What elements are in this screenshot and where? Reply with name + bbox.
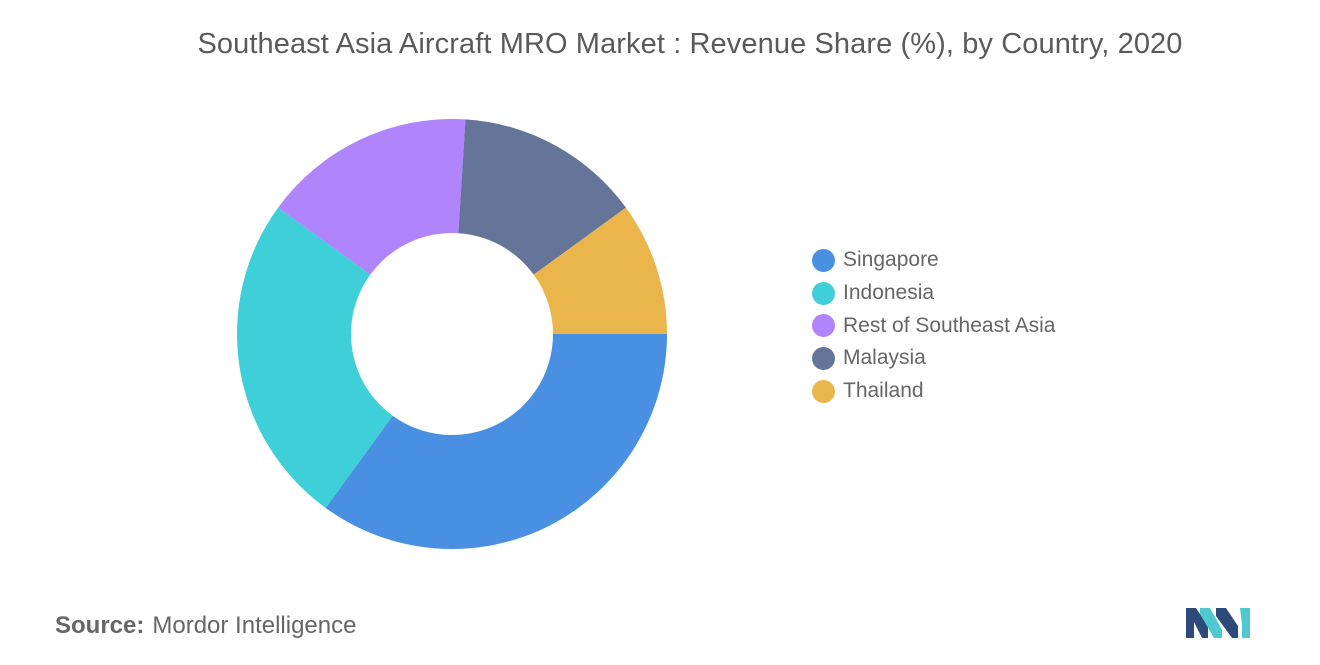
- source-label: Source:: [55, 612, 145, 639]
- donut-slice-indonesia: [236, 207, 393, 508]
- chart-legend: Singapore Indonesia Rest of Southeast Asia…: [812, 244, 1055, 407]
- mordor-intelligence-logo-icon: [1186, 604, 1250, 643]
- legend-label: Malaysia: [843, 346, 926, 370]
- donut-slice-malaysia: [458, 119, 626, 275]
- legend-label: Thailand: [843, 379, 924, 403]
- legend-item-thailand: Thailand: [812, 375, 1055, 408]
- donut-slice-singapore: [325, 334, 667, 550]
- legend-swatch: [812, 346, 835, 370]
- legend-label: Rest of Southeast Asia: [843, 313, 1056, 337]
- source-value: Mordor Intelligence: [152, 612, 357, 639]
- legend-label: Singapore: [843, 248, 939, 272]
- donut-slice-thailand: [533, 207, 667, 334]
- legend-item-singapore: Singapore: [812, 244, 1055, 277]
- donut-slice-rest-of-southeast-asia: [278, 119, 466, 275]
- chart-title: Southeast Asia Aircraft MRO Market : Rev…: [197, 28, 1183, 60]
- legend-swatch: [812, 379, 835, 403]
- legend-swatch: [812, 314, 835, 338]
- legend-item-malaysia: Malaysia: [812, 342, 1055, 375]
- legend-item-indonesia: Indonesia: [812, 277, 1055, 310]
- legend-swatch: [812, 248, 835, 272]
- legend-label: Indonesia: [843, 281, 935, 305]
- legend-item-rest-of-southeast-asia: Rest of Southeast Asia: [812, 309, 1055, 342]
- legend-swatch: [812, 281, 835, 305]
- source-note: Source: Mordor Intelligence: [55, 612, 356, 640]
